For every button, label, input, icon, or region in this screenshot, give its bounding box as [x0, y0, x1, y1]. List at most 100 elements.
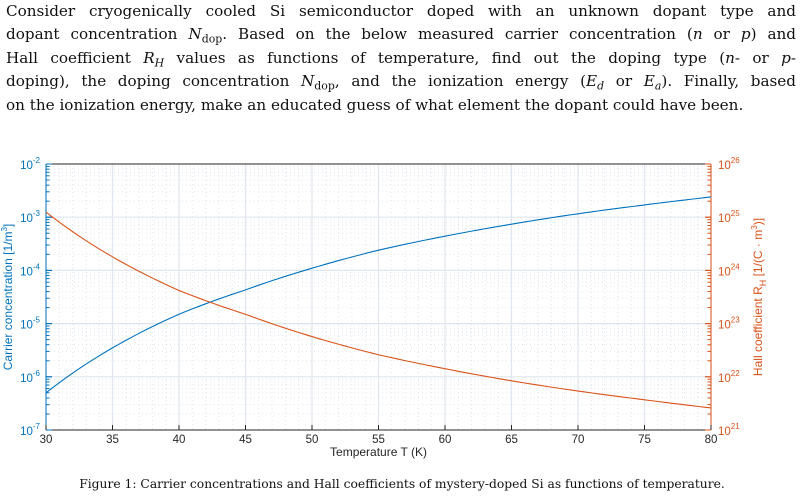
- segment-text: R: [143, 48, 155, 67]
- subscript: dop: [314, 79, 335, 93]
- right-tick-label: 1021: [718, 422, 740, 438]
- math-symbol: Ndop: [188, 25, 223, 46]
- text-segment: Consider cryogenically cooled Si semicon…: [6, 2, 796, 20]
- tick-exponent: 23: [731, 316, 740, 325]
- title-part: H: [758, 280, 768, 287]
- x-tick-label: 45: [239, 434, 252, 446]
- x-tick-label: 75: [638, 434, 651, 446]
- tick-exponent: 24: [731, 262, 740, 271]
- x-tick-label: 70: [572, 434, 585, 446]
- problem-statement: Consider cryogenically cooled Si semicon…: [6, 0, 796, 117]
- math-symbol: p: [781, 49, 791, 67]
- subscript: a: [654, 79, 662, 93]
- tick-base: 10: [20, 213, 33, 225]
- right-tick-label: 1025: [718, 209, 740, 225]
- text-segment: values as functions of temperature, find…: [164, 48, 726, 67]
- text-segment: or: [703, 25, 741, 43]
- title-part: Hall coefficient R: [751, 286, 765, 376]
- math-symbol: Ed: [586, 72, 605, 93]
- math-symbol: n: [725, 49, 735, 67]
- tick-base: 10: [20, 160, 33, 172]
- segment-text: . Based on the below measured carrier co…: [222, 25, 693, 44]
- right-tick-label: 1026: [718, 156, 740, 172]
- segment-text: n: [725, 48, 735, 67]
- segment-text: -: [790, 48, 796, 67]
- title-part: )]: [751, 218, 765, 225]
- subscript: H: [154, 56, 165, 70]
- segment-text: values as functions of temperature, find…: [164, 48, 726, 67]
- right-axis-title: Hall coefficient RH [1/(C · m3)]: [750, 218, 768, 376]
- tick-base: 10: [718, 320, 731, 332]
- problem-line: on the ionization energy, make an educat…: [6, 94, 796, 117]
- tick-base: 10: [718, 213, 731, 225]
- segment-text: Hall coefficient: [6, 48, 144, 67]
- tick-base: 10: [718, 266, 731, 278]
- text-segment: - or: [735, 49, 781, 67]
- problem-line: dopant concentration Ndop. Based on the …: [6, 23, 796, 46]
- text-segment: , and the ionization energy (: [335, 72, 586, 90]
- x-tick-label: 65: [505, 434, 518, 446]
- left-tick-label: 10-4: [20, 262, 40, 278]
- title-part: 3: [750, 225, 759, 230]
- text-segment: ) and: [751, 25, 796, 43]
- left-axis-title: Carrier concentration [1/m3]: [0, 224, 15, 371]
- segment-text: , and the ionization energy (: [334, 72, 587, 91]
- segment-text: Consider cryogenically cooled Si semicon…: [6, 2, 796, 20]
- segment-text: - or: [734, 48, 782, 67]
- right-tick-label: 1024: [718, 262, 740, 278]
- x-tick-label: 35: [106, 434, 119, 446]
- segment-text: N: [300, 72, 315, 91]
- text-segment: -: [791, 49, 796, 67]
- x-tick-label: 50: [306, 434, 319, 446]
- problem-line: Consider cryogenically cooled Si semicon…: [6, 0, 796, 23]
- left-tick-label: 10-7: [20, 422, 40, 438]
- title-part: [1/(C · m: [751, 230, 765, 280]
- x-tick-label: 40: [173, 434, 186, 446]
- tick-exponent: 21: [731, 422, 740, 431]
- tick-base: 10: [20, 426, 33, 438]
- subscript: d: [597, 79, 605, 93]
- x-tick-label: 55: [372, 434, 385, 446]
- math-symbol: p: [741, 25, 751, 43]
- left-tick-label: 10-6: [20, 369, 40, 385]
- tick-exponent: -4: [33, 262, 41, 271]
- text-segment: on the ionization energy, make an educat…: [6, 96, 743, 114]
- x-tick-label: 80: [705, 434, 718, 446]
- title-part: 3: [0, 227, 9, 232]
- tick-exponent: -6: [33, 369, 41, 378]
- left-tick-label: 10-2: [20, 156, 40, 172]
- problem-line: doping), the doping concentration Ndop, …: [6, 70, 796, 93]
- right-tick-label: 1023: [718, 316, 740, 332]
- segment-text: doping), the doping concentration: [6, 72, 301, 91]
- tick-base: 10: [718, 160, 731, 172]
- title-part: Carrier concentration [1/m: [1, 232, 15, 371]
- x-axis-title: Temperature T (K): [330, 445, 427, 459]
- tick-exponent: 26: [731, 156, 740, 165]
- math-symbol: RH: [143, 48, 165, 70]
- segment-text: n: [692, 25, 703, 44]
- tick-base: 10: [20, 266, 33, 278]
- title-part: ]: [1, 224, 15, 227]
- x-tick-label: 30: [40, 434, 53, 446]
- segment-text: N: [188, 25, 202, 44]
- tick-base: 10: [20, 320, 33, 332]
- segment-text: dopant concentration: [6, 25, 189, 44]
- segment-text: or: [702, 25, 741, 44]
- subscript: dop: [201, 32, 223, 46]
- tick-exponent: -7: [33, 422, 41, 431]
- text-segment: dopant concentration: [6, 25, 188, 43]
- problem-line: Hall coefficient RH values as functions …: [6, 47, 796, 70]
- text-segment: doping), the doping concentration: [6, 72, 301, 90]
- tick-base: 10: [20, 373, 33, 385]
- text-segment: Hall coefficient: [6, 49, 143, 67]
- tick-exponent: -2: [33, 156, 41, 165]
- segment-text: or: [604, 72, 644, 91]
- right-tick-label: 1022: [718, 369, 740, 385]
- tick-base: 10: [718, 426, 731, 438]
- figure-caption: Figure 1: Carrier concentrations and Hal…: [79, 477, 725, 491]
- text-segment: ). Finally, based: [661, 72, 796, 90]
- segment-text: E: [643, 72, 655, 91]
- tick-exponent: 22: [731, 369, 740, 378]
- math-symbol: n: [693, 25, 703, 43]
